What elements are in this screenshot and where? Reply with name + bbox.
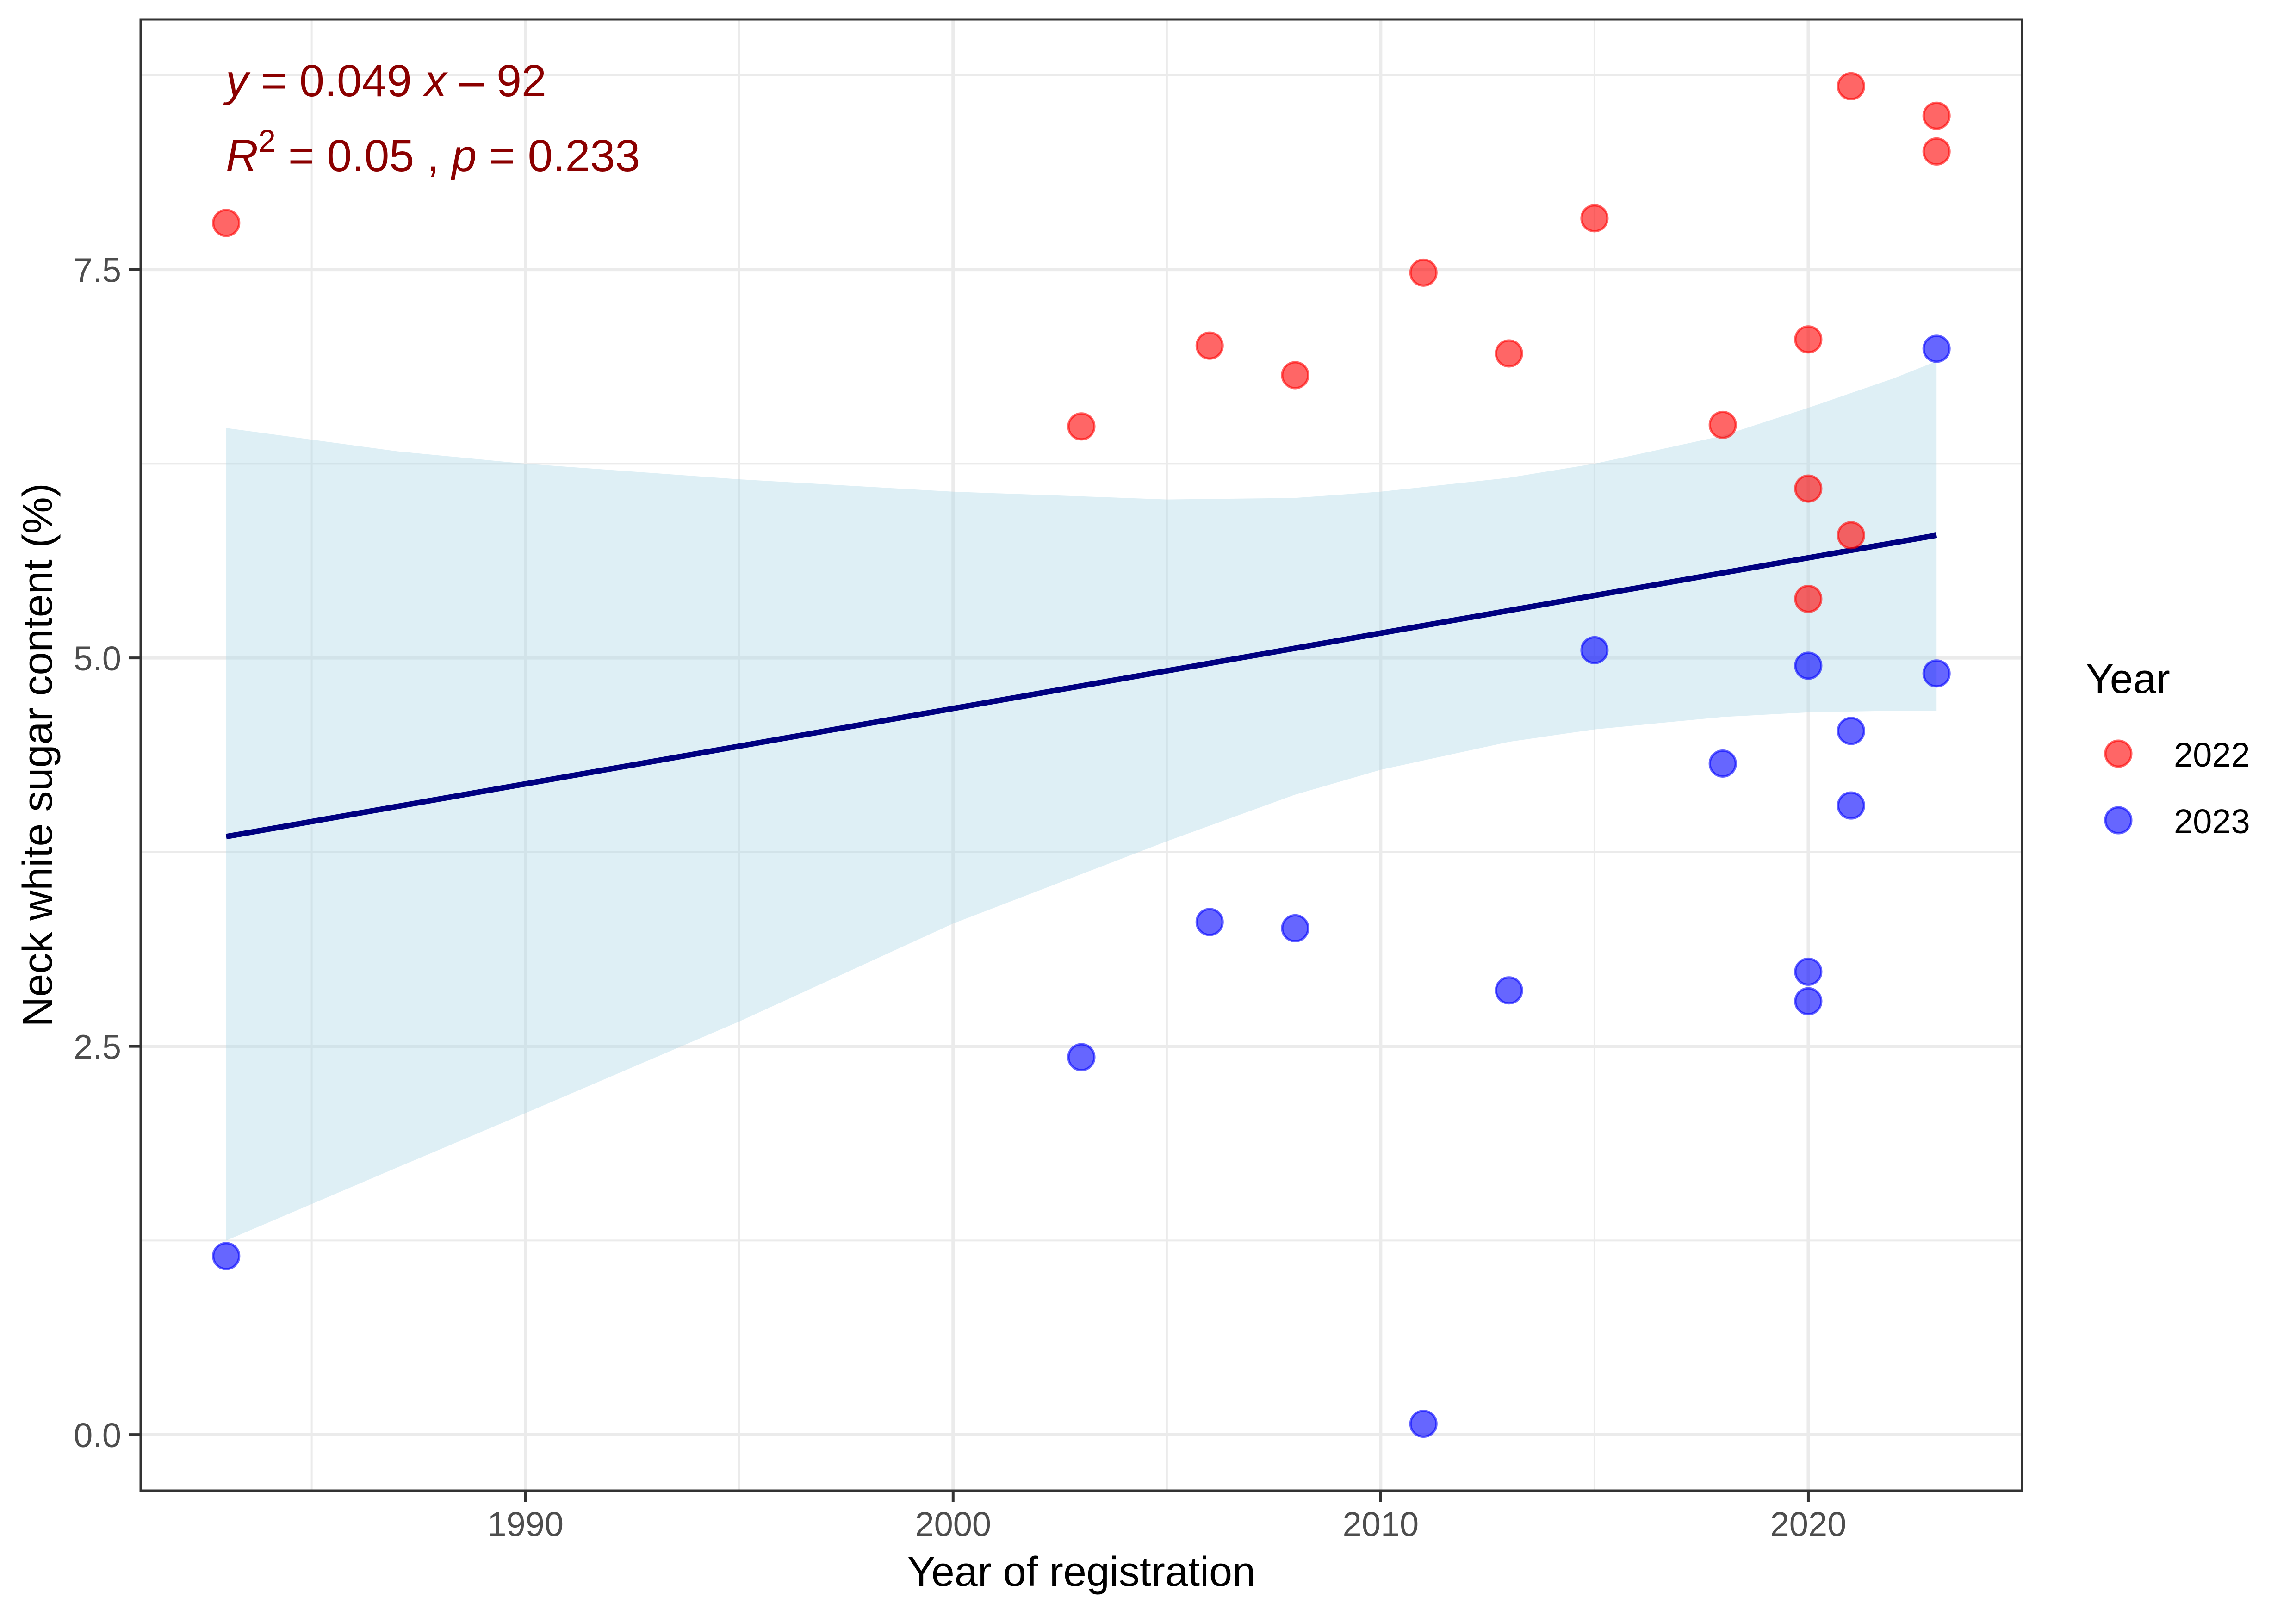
data-point-2022: [212, 209, 241, 237]
x-axis-title: Year of registration: [907, 1549, 1255, 1595]
equation-annotation: y = 0.049 x – 92 R2 = 0.05 , p = 0.233: [223, 56, 640, 181]
stats-p: p: [450, 130, 477, 181]
series-2022: [212, 72, 1951, 613]
data-point-2022: [1922, 137, 1951, 166]
data-point-2022: [1794, 585, 1823, 613]
x-tick-label: 2020: [1770, 1505, 1847, 1543]
data-point-2023: [1837, 791, 1865, 820]
y-tick-label: 5.0: [74, 639, 121, 678]
x-tick-label: 1990: [487, 1505, 564, 1543]
equation-text: y = 0.049 x – 92: [223, 56, 546, 106]
panel-border: [139, 18, 2023, 1492]
equation-coefficient: = 0.049: [248, 56, 424, 106]
legend-title: Year: [2086, 656, 2170, 702]
legend-item-2023: 2023: [2104, 802, 2250, 841]
data-point-2022: [1067, 412, 1096, 441]
legend-key-2022: [2104, 739, 2133, 768]
stats-p-value: = 0.233: [477, 130, 640, 181]
data-point-2023: [1409, 1410, 1438, 1438]
data-point-2022: [1708, 410, 1737, 439]
data-point-2023: [1580, 636, 1609, 664]
legend-label-2022: 2022: [2174, 736, 2250, 774]
data-point-2022: [1580, 204, 1609, 233]
data-point-2023: [1195, 908, 1224, 936]
data-point-2023: [1794, 651, 1823, 680]
data-point-2022: [1195, 331, 1224, 360]
data-point-2022: [1409, 258, 1438, 287]
data-point-2022: [1794, 474, 1823, 503]
data-point-2023: [1708, 749, 1737, 778]
regression-line: [225, 532, 1937, 840]
y-tick-label: 0.0: [74, 1416, 121, 1455]
data-point-2022: [1794, 325, 1823, 354]
data-point-2022: [1837, 521, 1865, 550]
data-point-2023: [1922, 659, 1951, 688]
stats-r-superscript: 2: [258, 124, 276, 159]
data-point-2023: [1794, 987, 1823, 1015]
equation-y-var: y: [223, 56, 251, 106]
data-point-2023: [1837, 717, 1865, 745]
legend-key-2023: [2104, 806, 2133, 835]
stats-r: R: [226, 130, 258, 181]
x-tick-label: 2010: [1343, 1505, 1419, 1543]
data-point-2022: [1922, 101, 1951, 130]
data-points: [212, 72, 1951, 1438]
y-axis: 0.0 2.5 5.0 7.5: [74, 251, 141, 1455]
data-point-2023: [1067, 1043, 1096, 1071]
stats-r-value: = 0.05 ,: [276, 130, 452, 181]
legend: Year 2022 2023: [2086, 656, 2250, 841]
legend-item-2022: 2022: [2104, 736, 2250, 774]
y-axis-title: Neck white sugar content (%): [15, 483, 61, 1027]
data-point-2023: [212, 1242, 241, 1270]
major-gridlines: [141, 19, 2022, 1491]
data-point-2022: [1837, 72, 1865, 100]
legend-label-2023: 2023: [2174, 802, 2250, 841]
data-point-2022: [1495, 339, 1523, 368]
stats-text: R2 = 0.05 , p = 0.233: [226, 124, 640, 181]
data-point-2023: [1922, 334, 1951, 363]
y-tick-label: 7.5: [74, 251, 121, 290]
data-point-2023: [1281, 914, 1309, 942]
x-axis: 1990 2000 2010 2020: [487, 1491, 1846, 1543]
data-point-2022: [1281, 361, 1309, 390]
data-point-2023: [1794, 957, 1823, 986]
plot-panel: y = 0.049 x – 92 R2 = 0.05 , p = 0.233: [139, 18, 2023, 1492]
series-2023: [212, 334, 1951, 1438]
equation-x-var: x: [422, 56, 448, 106]
x-tick-label: 2000: [915, 1505, 991, 1543]
equation-intercept: – 92: [447, 56, 546, 106]
confidence-band: [226, 361, 1937, 1241]
y-tick-label: 2.5: [74, 1028, 121, 1066]
data-point-2023: [1495, 976, 1523, 1005]
panel-background: [141, 19, 2022, 1491]
